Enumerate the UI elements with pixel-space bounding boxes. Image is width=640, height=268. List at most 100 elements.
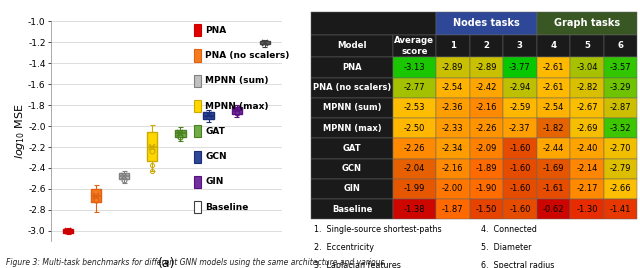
Bar [537, 159, 570, 179]
Text: PNA: PNA [205, 26, 227, 35]
Text: -1.69: -1.69 [543, 164, 564, 173]
Bar [436, 77, 470, 98]
Text: 6: 6 [618, 42, 623, 50]
Bar [195, 50, 201, 62]
Text: -2.34: -2.34 [442, 144, 463, 153]
Bar [470, 77, 503, 98]
Text: -2.16: -2.16 [476, 103, 497, 112]
Text: 4: 4 [550, 42, 557, 50]
Text: MPNN (sum): MPNN (sum) [323, 103, 381, 112]
Text: Baseline: Baseline [332, 205, 372, 214]
Bar [195, 176, 201, 188]
Text: -1.90: -1.90 [476, 184, 497, 193]
Text: PNA (no scalers): PNA (no scalers) [313, 83, 391, 92]
Bar [570, 98, 604, 118]
Bar [470, 98, 503, 118]
Bar [570, 138, 604, 159]
Bar [195, 24, 201, 36]
Text: Nodes tasks: Nodes tasks [453, 18, 520, 28]
Bar [503, 35, 537, 57]
Text: -3.77: -3.77 [509, 63, 531, 72]
Bar [436, 179, 470, 199]
Bar [195, 151, 201, 163]
Bar [570, 35, 604, 57]
Bar [393, 35, 436, 57]
Text: -2.82: -2.82 [576, 83, 598, 92]
Text: -1.60: -1.60 [509, 184, 531, 193]
Bar [604, 179, 637, 199]
Text: MPNN (sum): MPNN (sum) [205, 76, 269, 85]
Bar [470, 159, 503, 179]
Text: -2.69: -2.69 [576, 124, 598, 133]
Bar [436, 138, 470, 159]
Bar [503, 138, 537, 159]
Text: PNA: PNA [342, 63, 362, 72]
Text: MPNN (max): MPNN (max) [205, 102, 269, 110]
Text: -2.17: -2.17 [576, 184, 598, 193]
Bar [604, 98, 637, 118]
Text: 3: 3 [517, 42, 523, 50]
Text: -2.61: -2.61 [543, 83, 564, 92]
Bar [436, 159, 470, 179]
Text: Figure 3: Multi-task benchmarks for different GNN models using the same architec: Figure 3: Multi-task benchmarks for diff… [6, 258, 385, 267]
Bar [503, 179, 537, 199]
Text: -3.52: -3.52 [610, 124, 632, 133]
Bar [175, 130, 186, 137]
Bar [570, 77, 604, 98]
Bar [393, 57, 436, 77]
Text: -2.89: -2.89 [476, 63, 497, 72]
Text: 2: 2 [483, 42, 490, 50]
Text: 1.  Single-source shortest-paths: 1. Single-source shortest-paths [314, 225, 442, 234]
Text: -2.37: -2.37 [509, 124, 531, 133]
Bar [537, 138, 570, 159]
Bar [311, 179, 393, 199]
Text: -3.57: -3.57 [610, 63, 632, 72]
Text: GIN: GIN [344, 184, 360, 193]
Bar [570, 57, 604, 77]
Text: -2.66: -2.66 [610, 184, 632, 193]
Y-axis label: $log_{10}$ MSE: $log_{10}$ MSE [13, 103, 27, 159]
Bar [570, 179, 604, 199]
Bar [604, 77, 637, 98]
Text: GAT: GAT [342, 144, 362, 153]
Bar [503, 159, 537, 179]
Text: GCN: GCN [205, 152, 227, 161]
Text: -2.42: -2.42 [476, 83, 497, 92]
Bar [195, 201, 201, 213]
Bar [503, 118, 537, 138]
Bar [470, 199, 503, 219]
Text: -3.04: -3.04 [576, 63, 598, 72]
Text: -3.13: -3.13 [404, 63, 425, 72]
Text: Model: Model [337, 42, 367, 50]
Bar [470, 138, 503, 159]
Bar [436, 57, 470, 77]
Text: -2.16: -2.16 [442, 164, 463, 173]
Bar [204, 113, 214, 119]
Text: 1: 1 [450, 42, 456, 50]
Text: -1.50: -1.50 [476, 205, 497, 214]
Bar [604, 199, 637, 219]
Bar [537, 118, 570, 138]
Text: Graph tasks: Graph tasks [554, 18, 620, 28]
Bar [195, 100, 201, 112]
Bar [393, 179, 436, 199]
Text: -1.61: -1.61 [543, 184, 564, 193]
Text: MPNN (max): MPNN (max) [323, 124, 381, 133]
Bar [604, 138, 637, 159]
Text: -1.87: -1.87 [442, 205, 463, 214]
Bar [537, 77, 570, 98]
Text: -2.54: -2.54 [442, 83, 463, 92]
Bar [503, 199, 537, 219]
Text: -1.99: -1.99 [404, 184, 425, 193]
Bar [119, 173, 129, 180]
Bar [436, 35, 470, 57]
Bar [393, 138, 436, 159]
Bar [470, 57, 503, 77]
Bar [604, 57, 637, 77]
Text: -3.29: -3.29 [610, 83, 632, 92]
Text: -2.33: -2.33 [442, 124, 463, 133]
Bar [537, 179, 570, 199]
Bar [503, 77, 537, 98]
Bar [604, 35, 637, 57]
Text: -2.44: -2.44 [543, 144, 564, 153]
